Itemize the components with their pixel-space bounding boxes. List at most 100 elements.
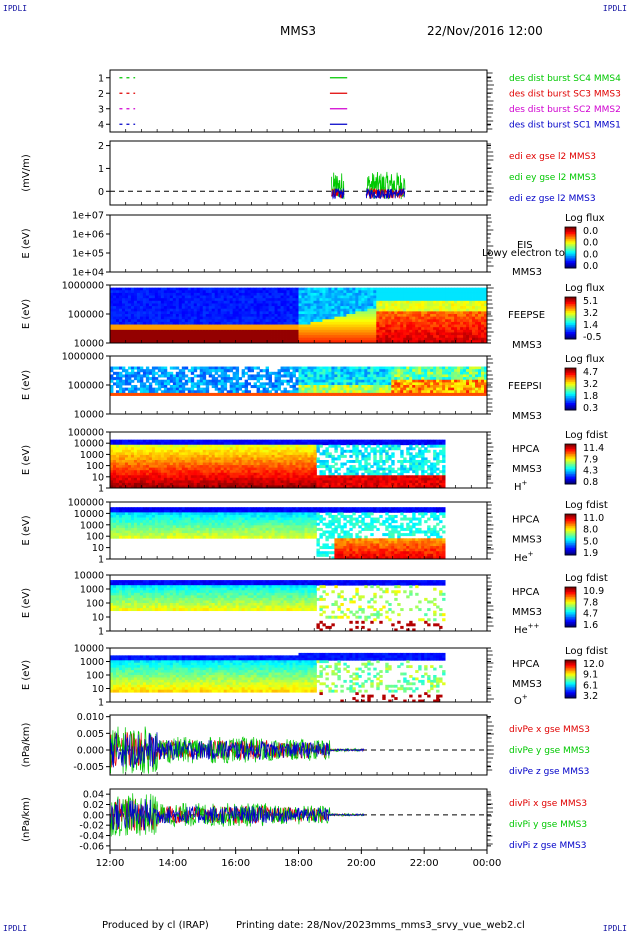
spectrogram-cell bbox=[214, 311, 219, 315]
spectrogram-cell bbox=[136, 306, 141, 310]
spectrogram-cell bbox=[178, 465, 183, 469]
spectrogram-cell bbox=[199, 335, 204, 339]
spectrogram-cell bbox=[139, 452, 144, 456]
spectrogram-cell bbox=[301, 292, 305, 296]
spectrogram-cell bbox=[181, 472, 186, 476]
spectrogram-cell bbox=[244, 454, 249, 458]
spectrogram-cell bbox=[370, 379, 374, 383]
spectrogram-cell bbox=[472, 332, 476, 336]
spectrogram-cell bbox=[448, 392, 452, 396]
spectrogram-cell bbox=[142, 308, 147, 312]
spectrogram-cell bbox=[142, 465, 147, 469]
spectrogram-cell bbox=[151, 462, 156, 466]
spectrogram-cell bbox=[121, 465, 126, 469]
spectrogram-cell bbox=[214, 366, 219, 370]
spectrogram-cell bbox=[232, 329, 237, 333]
spectrogram-cell bbox=[364, 300, 368, 304]
spectrogram-cell bbox=[337, 300, 341, 304]
spectrogram-cell bbox=[199, 442, 204, 446]
spectrogram-cell bbox=[469, 314, 473, 318]
spectrogram-cell bbox=[295, 303, 299, 307]
spectrogram-cell bbox=[280, 292, 284, 296]
spectrogram-cell bbox=[181, 308, 186, 312]
spectrogram-cell bbox=[232, 290, 237, 294]
spectrogram-cell bbox=[196, 303, 201, 307]
spectrogram-cell bbox=[283, 316, 287, 320]
spectrogram-cell bbox=[292, 382, 296, 386]
spectrogram-cell bbox=[394, 287, 398, 291]
spectrogram-cell bbox=[133, 298, 138, 302]
spectrogram-cell bbox=[199, 369, 204, 373]
spectrogram-cell bbox=[478, 327, 482, 331]
spectrogram-cell bbox=[406, 329, 410, 333]
spectrogram-cell bbox=[451, 324, 455, 328]
spectrogram-cell bbox=[229, 460, 234, 463]
spectrogram-cell bbox=[112, 306, 117, 310]
spectrogram-cell bbox=[136, 462, 141, 466]
spectrogram-cell bbox=[481, 387, 485, 391]
spectrogram-cell bbox=[238, 385, 243, 389]
spectrogram-cell bbox=[382, 308, 386, 312]
spectrogram-cell bbox=[223, 314, 228, 318]
spectrogram-cell bbox=[316, 387, 320, 391]
spectrogram-cell bbox=[442, 319, 446, 323]
spectrogram-cell bbox=[346, 369, 350, 373]
spectrogram-cell bbox=[139, 314, 144, 318]
spectrogram-cell bbox=[148, 321, 153, 325]
spectrogram-cell bbox=[346, 387, 350, 391]
colorbar-segment bbox=[565, 378, 576, 381]
spectrogram-cell bbox=[160, 475, 165, 479]
spectrogram-cell bbox=[130, 327, 135, 331]
y-axis-label: E (eV) bbox=[21, 228, 32, 258]
spectrogram-cell bbox=[256, 340, 261, 344]
spectrogram-cell bbox=[244, 290, 249, 294]
spectrogram-cell bbox=[313, 340, 317, 344]
spectrogram-cell bbox=[202, 311, 207, 315]
spectrogram-cell bbox=[244, 449, 249, 453]
spectrogram-cell bbox=[421, 324, 425, 328]
spectrogram-cell bbox=[253, 377, 258, 381]
spectrogram-cell bbox=[358, 379, 362, 383]
spectrogram-cell bbox=[304, 385, 308, 389]
spectrogram-cell bbox=[178, 379, 183, 383]
spectrogram-cell bbox=[142, 371, 147, 375]
spectrogram-cell bbox=[208, 316, 213, 320]
spectrogram-cell bbox=[340, 377, 344, 381]
spectrogram-cell bbox=[400, 324, 404, 328]
spectrogram-cell bbox=[481, 287, 485, 291]
spectrogram-cell bbox=[415, 311, 419, 315]
spectrogram-cell bbox=[226, 311, 231, 315]
spectrogram-cell bbox=[226, 316, 231, 320]
spectrogram-cell bbox=[448, 332, 452, 336]
spectrogram-cell bbox=[307, 311, 311, 315]
spectrogram-cell bbox=[427, 382, 431, 386]
spectrogram-cell bbox=[178, 442, 183, 446]
spectrogram-cell bbox=[481, 337, 485, 341]
spectrogram-cell bbox=[316, 314, 320, 318]
spectrogram-cell bbox=[130, 335, 135, 339]
spectrogram-cell bbox=[325, 340, 329, 344]
spectrogram-cell bbox=[364, 387, 368, 391]
spectrogram-cell bbox=[313, 366, 317, 370]
spectrogram-cell bbox=[127, 465, 132, 469]
spectrogram-cell bbox=[268, 382, 272, 386]
spectrogram-cell bbox=[439, 371, 443, 375]
spectrogram-cell bbox=[427, 392, 431, 396]
spectrogram-cell bbox=[214, 298, 219, 302]
spectrogram-cell bbox=[367, 308, 371, 312]
spectrogram-cell bbox=[448, 329, 452, 333]
spectrogram-cell bbox=[115, 321, 120, 325]
spectrogram-cell bbox=[193, 290, 198, 294]
spectrogram-cell bbox=[478, 298, 482, 302]
spectrogram-cell bbox=[253, 324, 258, 328]
spectrogram-cell bbox=[259, 300, 263, 304]
spectrogram-cell bbox=[286, 366, 290, 370]
spectrogram-cell bbox=[151, 387, 156, 391]
spectrogram-cell bbox=[211, 454, 216, 458]
spectrogram-cell bbox=[412, 319, 416, 323]
spectrogram-cell bbox=[241, 470, 246, 474]
spectrogram-cell bbox=[145, 306, 150, 310]
spectrogram-cell bbox=[163, 324, 168, 328]
spectrogram-cell bbox=[121, 306, 126, 310]
spectrogram-cell bbox=[148, 387, 153, 391]
